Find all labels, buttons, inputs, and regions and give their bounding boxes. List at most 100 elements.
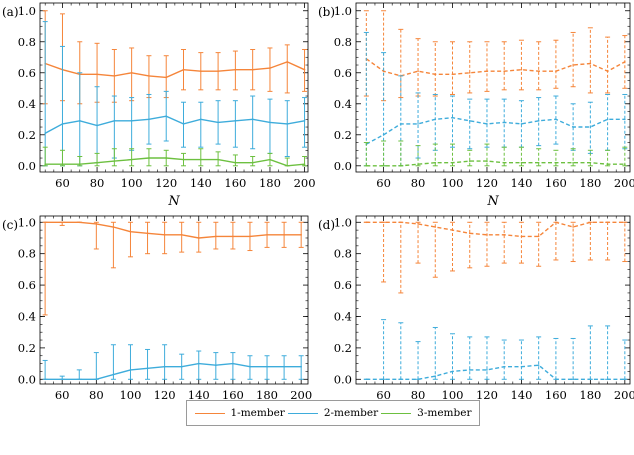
y-tick-label: 0.0 (334, 372, 352, 386)
data-point (382, 164, 385, 167)
data-point (555, 221, 557, 224)
y-tick-label: 1.0 (18, 215, 36, 229)
data-point (382, 221, 385, 224)
x-tick-label: 120 (476, 176, 498, 190)
data-point (303, 163, 306, 166)
data-point (624, 378, 626, 381)
data-point (148, 157, 150, 159)
data-point (400, 221, 402, 224)
data-point (112, 373, 115, 376)
data-point (251, 68, 254, 71)
data-point (451, 73, 454, 76)
x-tick-label: 60 (376, 388, 391, 400)
data-point (451, 229, 454, 231)
legend: 1-member 2-member 3-member (186, 400, 480, 426)
series-2-member (42, 344, 304, 381)
data-point (434, 73, 437, 76)
data-point (417, 163, 419, 166)
data-point (417, 70, 419, 73)
data-point (572, 226, 574, 228)
panel-label: (d) (318, 218, 335, 232)
x-tick-label: 160 (545, 176, 567, 190)
data-point (251, 118, 254, 121)
data-point (61, 123, 64, 125)
data-point (112, 226, 115, 228)
data-point (434, 161, 437, 164)
x-tick-label: 160 (224, 176, 246, 190)
data-point (382, 70, 385, 73)
data-point (146, 232, 149, 235)
data-point (234, 120, 237, 122)
series-line (365, 116, 625, 145)
series-line (45, 221, 302, 239)
data-point (148, 75, 150, 77)
plot-frame (355, 2, 631, 173)
data-point (148, 118, 150, 121)
data-point (165, 157, 168, 159)
data-point (555, 118, 557, 121)
data-point (520, 123, 523, 125)
data-point (78, 120, 81, 122)
x-tick-label: 200 (290, 388, 312, 400)
data-point (215, 235, 217, 238)
panel-label: (a) (2, 5, 19, 19)
data-point (468, 160, 471, 162)
series-1-member (42, 10, 308, 105)
data-point (269, 67, 271, 69)
x-tick-label: 80 (411, 388, 426, 400)
data-point (468, 71, 471, 74)
y-tick-label: 0.2 (18, 341, 36, 355)
series-1-member (363, 10, 628, 102)
data-point (96, 73, 98, 76)
data-point (251, 161, 254, 164)
x-tick-label: 180 (256, 388, 278, 400)
data-point (182, 123, 185, 125)
data-point (300, 365, 302, 368)
data-point (606, 221, 609, 224)
data-point (130, 71, 133, 74)
x-tick-label: 100 (119, 388, 141, 400)
data-point (624, 221, 626, 224)
x-tick-label: 120 (155, 176, 177, 190)
data-point (503, 70, 506, 73)
legend-label-2-member: 2-member (323, 407, 379, 419)
data-point (589, 221, 592, 224)
y-tick-label: 0.2 (334, 341, 352, 355)
x-tick-label: 120 (476, 388, 498, 400)
data-point (520, 365, 523, 368)
data-point (269, 121, 271, 124)
data-point (572, 126, 574, 128)
panel-c: 0.0 0.2 0.4 0.6 0.8 1.0 60 80 100 120 140 160 180 200… (2, 215, 312, 400)
data-point (182, 158, 185, 161)
data-point (417, 223, 419, 225)
data-point (303, 120, 306, 122)
x-tick-label: 180 (579, 388, 601, 400)
x-tick-label: 140 (510, 176, 532, 190)
data-point (537, 70, 540, 73)
x-tick-label: 120 (154, 388, 176, 400)
y-tick-label: 0.4 (18, 309, 36, 323)
series-line (366, 221, 625, 238)
data-point (520, 235, 523, 238)
data-point (589, 378, 592, 381)
y-tick-label: 0.2 (334, 128, 352, 142)
x-tick-label: 140 (510, 388, 532, 400)
x-tick-label: 160 (222, 388, 244, 400)
series-3-member (363, 140, 628, 167)
data-point (130, 120, 133, 122)
data-point (283, 234, 285, 236)
y-tick-label: 1.0 (334, 215, 352, 229)
data-point (417, 123, 419, 125)
panel-d: 0.0 0.2 0.4 0.6 0.8 1.0 60 80 100 120 140 160 180 200… (318, 215, 634, 400)
panel-label: (b) (318, 5, 335, 19)
data-point (468, 369, 471, 371)
data-point (486, 160, 488, 162)
data-point (180, 234, 183, 236)
data-point (129, 230, 132, 233)
data-point (78, 163, 81, 166)
data-point (200, 158, 202, 161)
plot-frame (39, 215, 309, 385)
legend-label-3-member: 3-member (417, 407, 472, 419)
data-point (468, 120, 471, 122)
data-point (44, 378, 46, 381)
